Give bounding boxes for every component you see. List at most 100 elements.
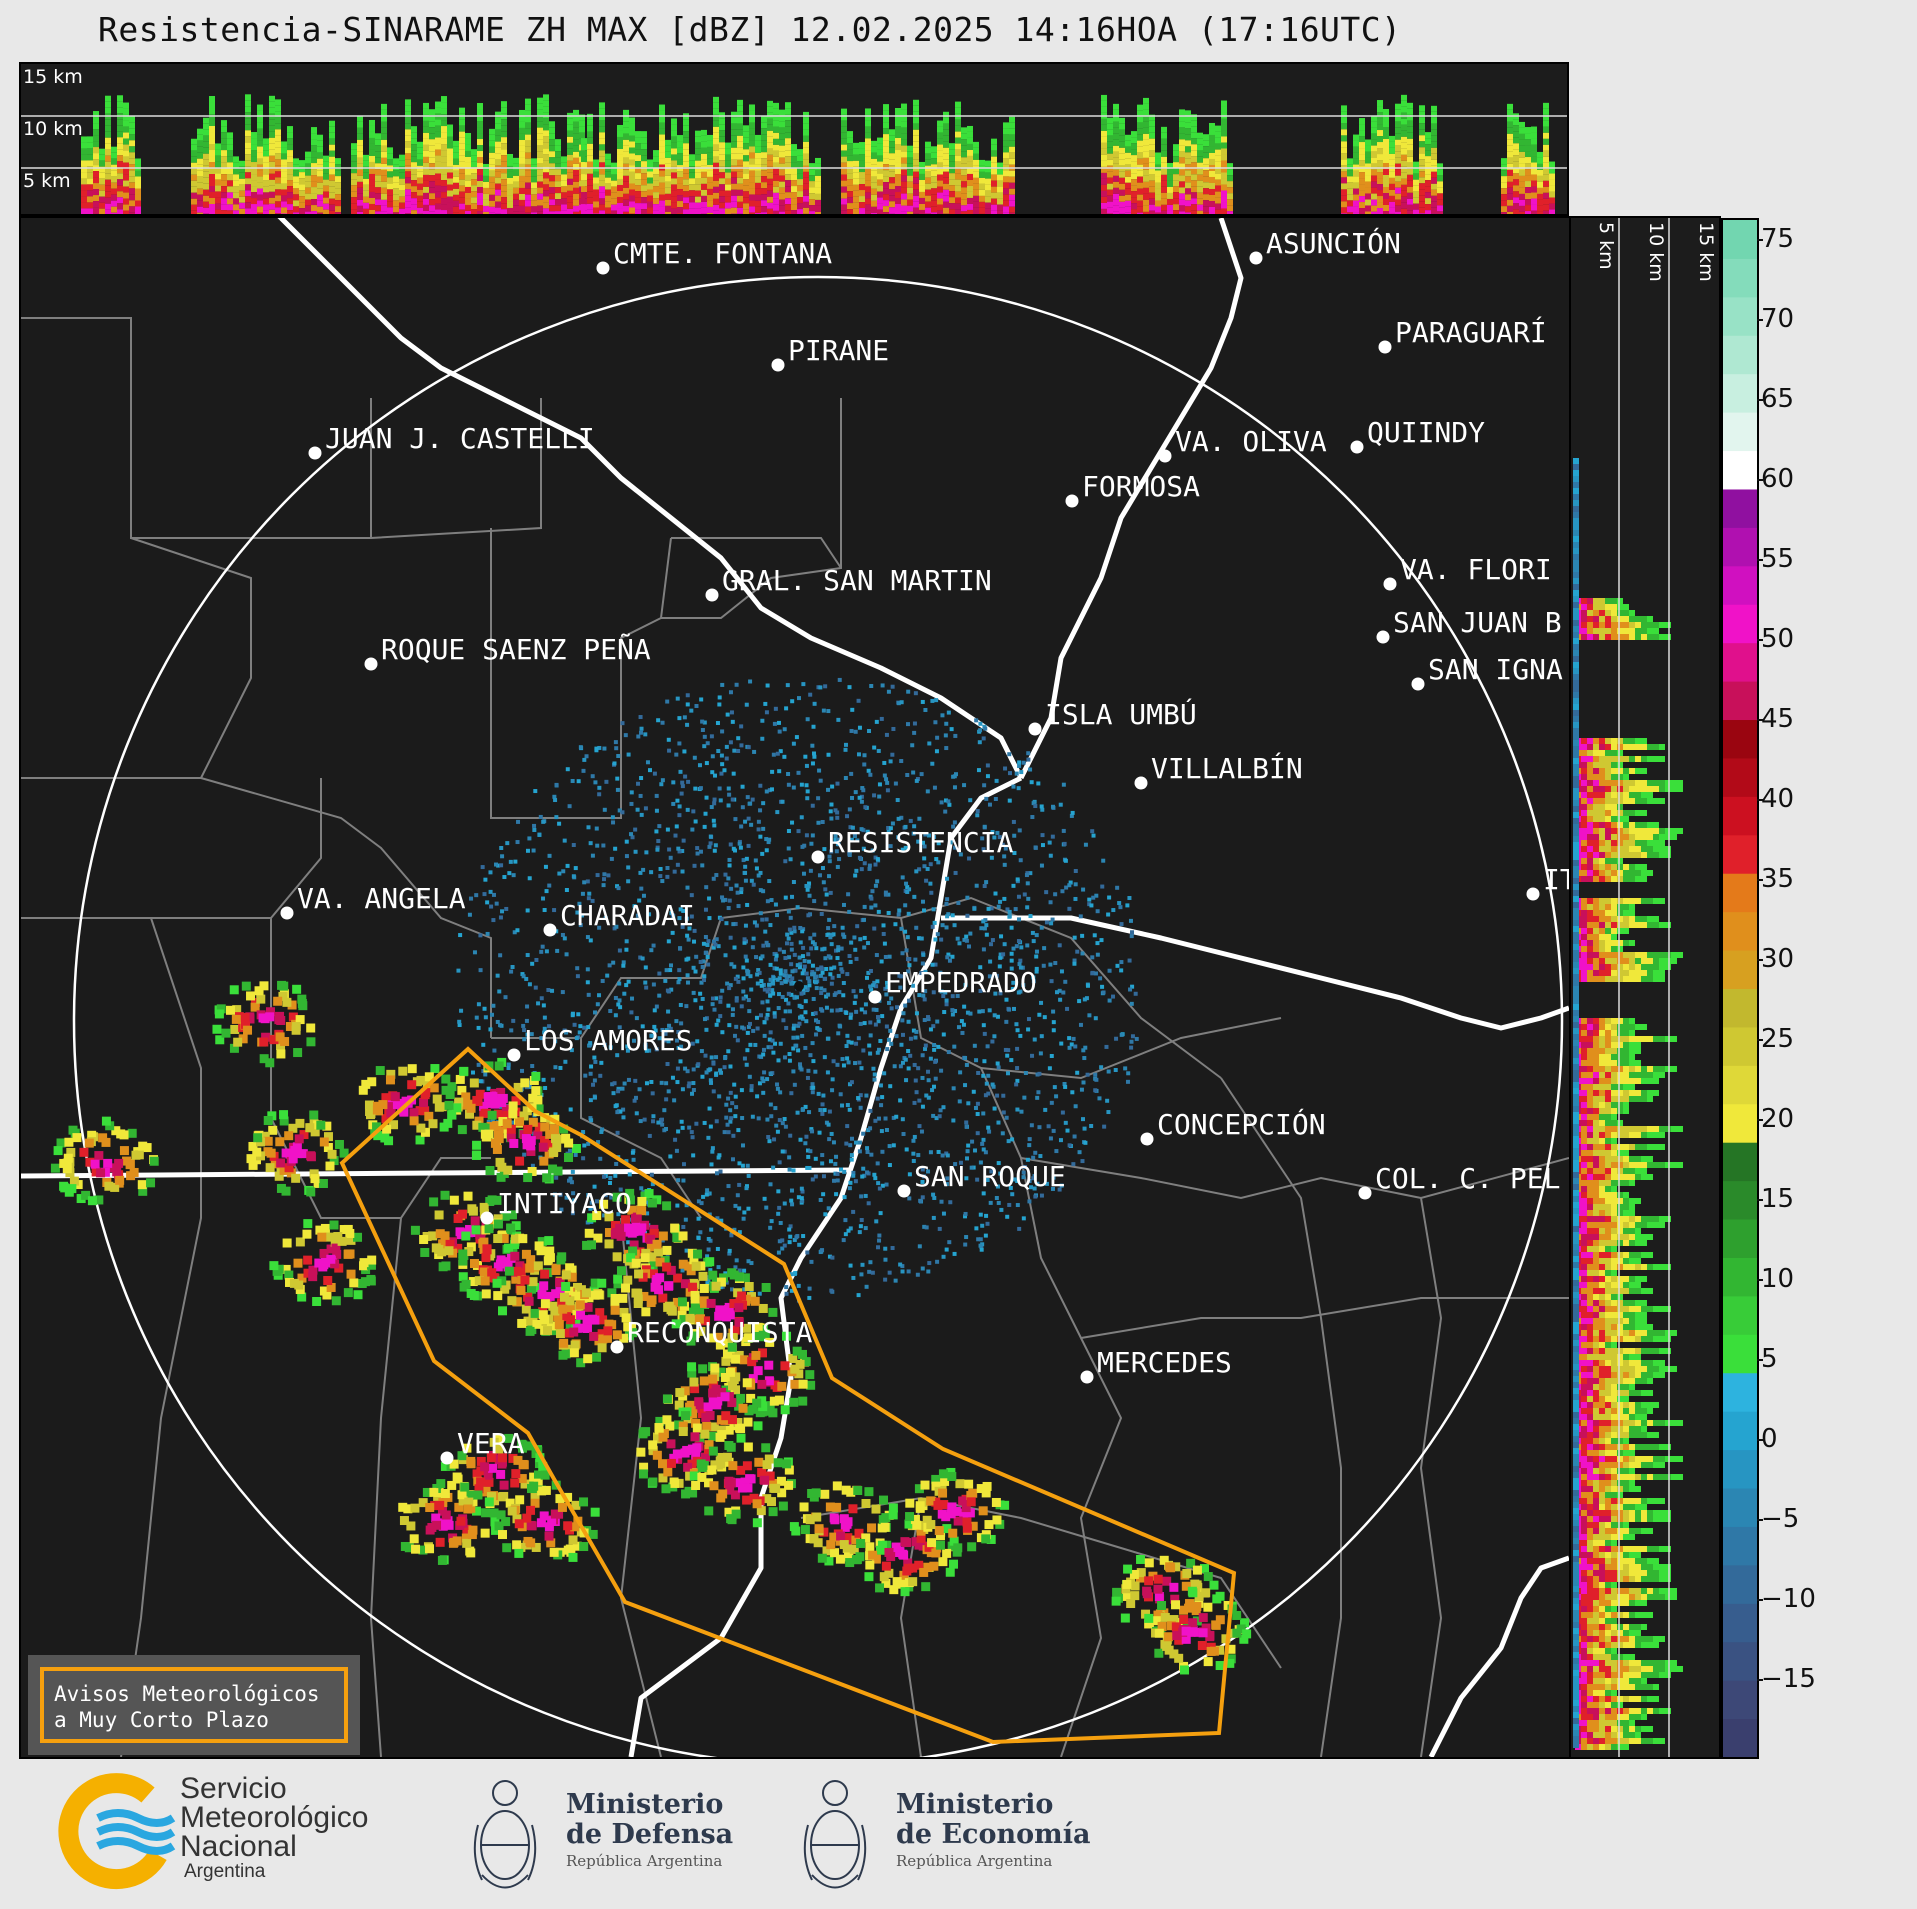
echo-pixel (911, 983, 916, 988)
echo-pixel (357, 187, 363, 194)
echo-pixel (731, 195, 737, 202)
echo-pixel (765, 1077, 770, 1082)
echo-pixel (489, 206, 495, 213)
echo-pixel (907, 887, 912, 892)
echo-pixel (519, 151, 525, 158)
echo-pixel (913, 117, 919, 124)
echo-pixel (629, 832, 634, 837)
echo-pixel (1383, 199, 1389, 206)
echo-pixel (968, 931, 973, 936)
echo-pixel (105, 197, 111, 204)
echo-pixel (885, 780, 890, 785)
echo-pixel (1377, 178, 1383, 185)
echo-pixel (637, 898, 642, 903)
echo-pixel (793, 968, 798, 973)
echo-pixel (251, 144, 257, 151)
echo-pixel (905, 722, 910, 727)
echo-pixel (623, 151, 629, 158)
echo-pixel (281, 141, 287, 148)
echo-pixel (227, 198, 233, 205)
echo-pixel (530, 961, 535, 966)
echo-pixel (263, 192, 269, 199)
echo-pixel (1501, 212, 1507, 214)
echo-pixel (573, 163, 579, 170)
echo-pixel (1143, 181, 1149, 188)
echo-pixel (773, 102, 779, 109)
echo-pixel (734, 1024, 739, 1029)
echo-pixel (123, 180, 129, 187)
echo-pixel (944, 925, 949, 930)
echo-pixel (1407, 174, 1413, 181)
echo-pixel (602, 877, 607, 882)
echo-pixel (981, 1023, 986, 1028)
echo-pixel (1203, 194, 1209, 201)
echo-pixel (1113, 181, 1119, 188)
echo-pixel (1191, 174, 1197, 181)
echo-pixel (979, 201, 985, 208)
echo-pixel (81, 184, 87, 191)
echo-pixel (1531, 174, 1537, 181)
echo-pixel (811, 1011, 816, 1016)
echo-pixel (716, 944, 721, 949)
echo-pixel (1191, 204, 1197, 211)
echo-pixel (1134, 1036, 1139, 1041)
echo-pixel (973, 207, 979, 214)
echo-pixel (701, 171, 707, 178)
echo-pixel (693, 998, 698, 1003)
echo-pixel (719, 124, 725, 131)
echo-pixel (582, 757, 587, 762)
echo-pixel (731, 171, 737, 178)
radar-map[interactable]: CMTE. FONTANA ASUNCIÓN PARAGUARÍ PIRANE JUAN… (19, 216, 1571, 1759)
echo-pixel (1039, 1034, 1044, 1039)
echo-pixel (656, 718, 661, 723)
echo-pixel (474, 1015, 479, 1020)
echo-pixel (1107, 117, 1113, 124)
echo-pixel (829, 981, 834, 986)
echo-pixel (908, 818, 913, 823)
echo-pixel (1407, 186, 1413, 193)
echo-pixel (393, 212, 399, 214)
echo-pixel (405, 141, 411, 148)
echo-pixel (985, 160, 991, 167)
echo-pixel (857, 1149, 862, 1154)
echo-pixel (691, 1153, 696, 1158)
echo-pixel (859, 794, 864, 799)
echo-pixel (105, 191, 111, 198)
echo-pixel (543, 160, 549, 167)
echo-pixel (93, 183, 99, 190)
echo-pixel (547, 853, 552, 858)
echo-pixel (1537, 211, 1543, 214)
echo-pixel (221, 156, 227, 163)
echo-pixel (657, 971, 662, 976)
echo-pixel (275, 159, 281, 166)
echo-pixel (611, 204, 617, 211)
echo-pixel (1221, 202, 1227, 209)
echo-pixel (797, 209, 803, 214)
echo-pixel (767, 166, 773, 173)
echo-pixel (919, 167, 925, 174)
echo-pixel (543, 136, 549, 143)
echo-pixel (946, 1050, 951, 1055)
echo-pixel (877, 173, 883, 180)
echo-pixel (884, 992, 889, 997)
echo-pixel (635, 197, 641, 204)
echo-pixel (869, 987, 874, 992)
echo-pixel (768, 962, 773, 967)
echo-pixel (1203, 140, 1209, 147)
echo-pixel (1039, 925, 1044, 930)
echo-pixel (1359, 160, 1365, 167)
echo-pixel (1353, 170, 1359, 177)
echo-pixel (1203, 200, 1209, 207)
echo-pixel (1221, 208, 1227, 214)
echo-pixel (872, 1072, 877, 1077)
echo-pixel (1431, 165, 1437, 172)
echo-pixel (1531, 156, 1537, 163)
echo-pixel (351, 203, 357, 210)
echo-pixel (1130, 1034, 1135, 1039)
echo-pixel (117, 95, 123, 102)
echo-pixel (785, 132, 791, 139)
echo-pixel (895, 1005, 900, 1010)
echo-pixel (723, 1056, 728, 1061)
echo-pixel (884, 1127, 889, 1132)
echo-pixel (699, 697, 704, 702)
